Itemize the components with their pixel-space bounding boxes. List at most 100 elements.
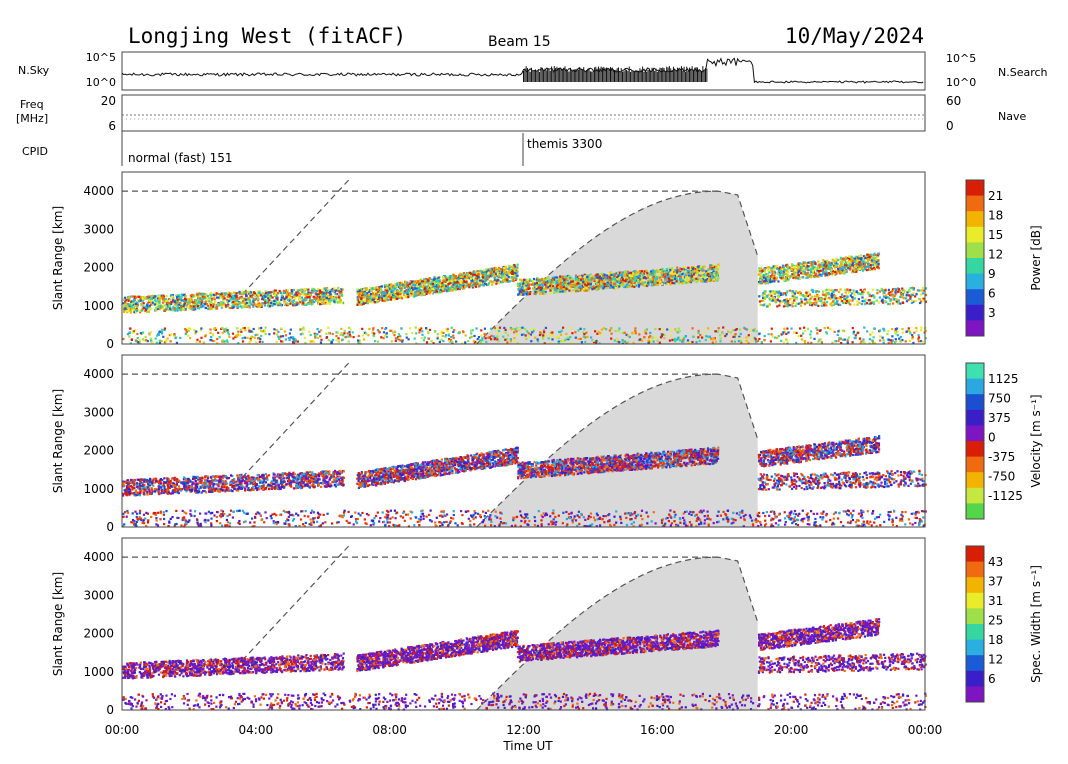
scatter-point xyxy=(840,267,843,270)
scatter-point xyxy=(385,289,388,292)
scatter-point xyxy=(142,305,145,308)
scatter-point xyxy=(646,276,650,279)
scatter-point xyxy=(803,261,806,264)
scatter-point xyxy=(363,288,366,291)
scatter-point xyxy=(434,287,437,290)
scatter-point xyxy=(452,286,455,289)
scatter-point xyxy=(165,299,168,302)
scatter-point xyxy=(798,262,801,265)
scatter-point xyxy=(312,288,315,291)
freq-tick-top: 20 xyxy=(101,94,116,108)
scatter-point xyxy=(609,286,612,289)
scatter-point xyxy=(792,271,795,274)
scatter-point xyxy=(495,278,498,281)
scatter-point xyxy=(696,280,699,283)
scatter-point xyxy=(759,275,763,278)
scatter-point xyxy=(677,269,680,272)
scatter-point xyxy=(484,283,487,286)
scatter-point xyxy=(802,270,805,273)
scatter-point xyxy=(638,280,642,283)
scatter-point xyxy=(666,272,669,275)
scatter-point xyxy=(589,283,592,286)
scatter-point xyxy=(216,296,219,299)
scatter-point xyxy=(168,305,171,308)
scatter-point xyxy=(590,286,593,289)
scatter-point xyxy=(311,287,314,290)
scatter-point xyxy=(289,293,292,296)
freq-panel-frame xyxy=(121,94,926,132)
scatter-point xyxy=(420,283,423,287)
scatter-point xyxy=(549,292,552,295)
scatter-point xyxy=(200,302,203,305)
scatter-point xyxy=(377,296,381,299)
scatter-point xyxy=(502,280,505,283)
scatter-point xyxy=(280,294,283,297)
scatter-point xyxy=(590,277,593,280)
scatter-point xyxy=(789,298,792,301)
scatter-point xyxy=(870,255,873,258)
scatter-point xyxy=(762,269,765,272)
scatter-point xyxy=(605,274,609,277)
scatter-point xyxy=(782,265,785,268)
scatter-point xyxy=(330,295,333,298)
scatter-point xyxy=(844,256,847,259)
scatter-point xyxy=(688,275,691,278)
scatter-point xyxy=(602,277,605,280)
scatter-point xyxy=(265,292,268,295)
scatter-point xyxy=(584,275,587,278)
scatter-point xyxy=(608,280,611,283)
scatter-point xyxy=(281,292,284,295)
scatter-point xyxy=(474,279,477,282)
scatter-point xyxy=(146,307,149,310)
scatter-point xyxy=(791,275,794,278)
scatter-point xyxy=(659,279,662,282)
scatter-point xyxy=(535,289,539,292)
scatter-point xyxy=(680,268,683,271)
scatter-point xyxy=(516,263,519,266)
scatter-point xyxy=(849,268,852,271)
scatter-point xyxy=(172,305,175,308)
scatter-point xyxy=(286,289,290,292)
scatter-point xyxy=(515,276,518,279)
scatter-point xyxy=(792,276,795,279)
scatter-point xyxy=(187,301,190,304)
scatter-point xyxy=(132,308,135,311)
scatter-point xyxy=(385,286,388,289)
scatter-point xyxy=(863,263,866,266)
scatter-point xyxy=(128,297,131,300)
scatter-point xyxy=(628,282,631,285)
scatter-point xyxy=(290,292,293,295)
scatter-point xyxy=(760,273,763,276)
freq-strip: Freq [MHz] Nave 20 6 60 0 xyxy=(16,94,1026,133)
scatter-point xyxy=(666,273,670,277)
scatter-point xyxy=(502,275,505,278)
scatter-point xyxy=(370,296,373,299)
scatter-point xyxy=(287,303,290,306)
scatter-point xyxy=(606,285,609,288)
scatter-point xyxy=(338,301,341,304)
scatter-point xyxy=(678,282,681,285)
scatter-point xyxy=(491,280,494,283)
scatter-point xyxy=(546,280,549,283)
scatter-point xyxy=(222,298,225,301)
scatter-point xyxy=(504,278,507,281)
scatter-point xyxy=(841,263,844,267)
scatter-point xyxy=(458,276,461,279)
scatter-point xyxy=(333,289,337,292)
scatter-point xyxy=(471,276,474,280)
scatter-point xyxy=(797,271,800,274)
scatter-point xyxy=(510,265,513,268)
scatter-point xyxy=(587,283,590,286)
scatter-point xyxy=(520,293,523,296)
scatter-point xyxy=(490,272,493,275)
scatter-point xyxy=(323,296,327,299)
scatter-point xyxy=(285,296,289,299)
scatter-point xyxy=(213,298,216,301)
scatter-point xyxy=(414,281,417,284)
scatter-point xyxy=(579,285,583,288)
scatter-point xyxy=(525,292,528,296)
scatter-point xyxy=(763,274,767,278)
scatter-point xyxy=(199,298,202,301)
scatter-point xyxy=(380,289,383,292)
scatter-point xyxy=(852,268,855,271)
